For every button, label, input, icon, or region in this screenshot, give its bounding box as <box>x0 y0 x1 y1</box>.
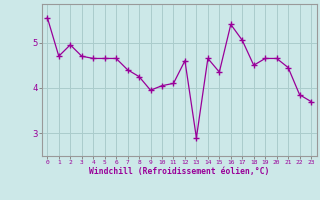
X-axis label: Windchill (Refroidissement éolien,°C): Windchill (Refroidissement éolien,°C) <box>89 167 269 176</box>
